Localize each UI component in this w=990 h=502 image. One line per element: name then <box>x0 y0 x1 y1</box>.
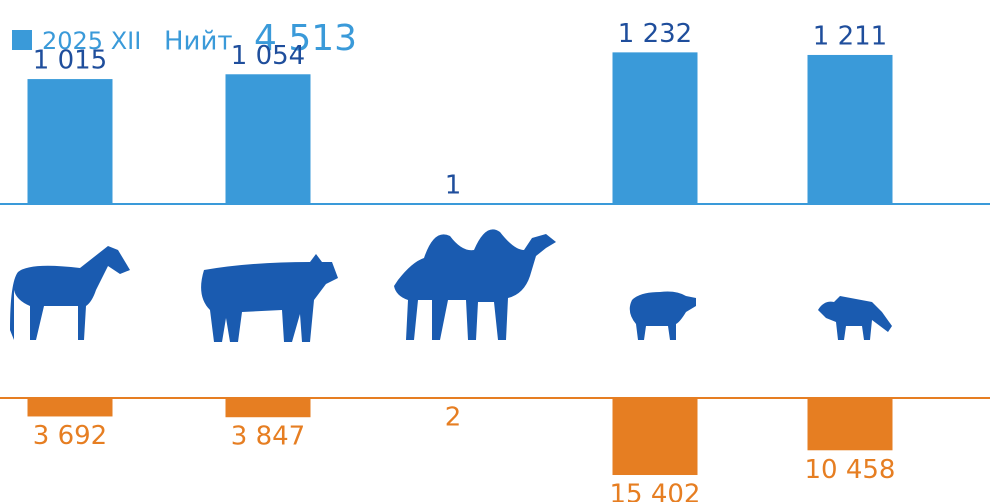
goat-icon <box>818 296 892 340</box>
sheep-icon <box>629 291 696 340</box>
bar <box>612 398 698 476</box>
cow-icon <box>201 254 338 342</box>
bar <box>807 54 893 205</box>
horse-icon <box>10 246 130 340</box>
bar <box>807 398 893 451</box>
value-label: 1 232 <box>618 19 692 49</box>
bar <box>225 74 311 205</box>
bar <box>27 79 113 204</box>
value-label: 1 <box>445 170 462 200</box>
legend-label: 2025 XII <box>42 27 141 55</box>
bar <box>27 398 113 417</box>
camel-icon <box>394 229 556 340</box>
value-label: 10 458 <box>805 455 896 485</box>
value-label: 15 402 <box>610 480 701 502</box>
value-label: 3 692 <box>33 421 107 451</box>
total-value: 4 513 <box>254 18 357 59</box>
value-label: 1 015 <box>33 46 107 76</box>
value-label: 1 054 <box>231 41 305 71</box>
legend-swatch <box>12 30 32 50</box>
value-label: 3 847 <box>231 422 305 452</box>
value-label: 2 <box>445 403 462 433</box>
animal-icons <box>10 229 892 342</box>
value-label: 1 211 <box>813 21 887 51</box>
bar <box>612 52 698 204</box>
bar <box>225 398 311 418</box>
total-label: Нийт <box>164 27 233 57</box>
